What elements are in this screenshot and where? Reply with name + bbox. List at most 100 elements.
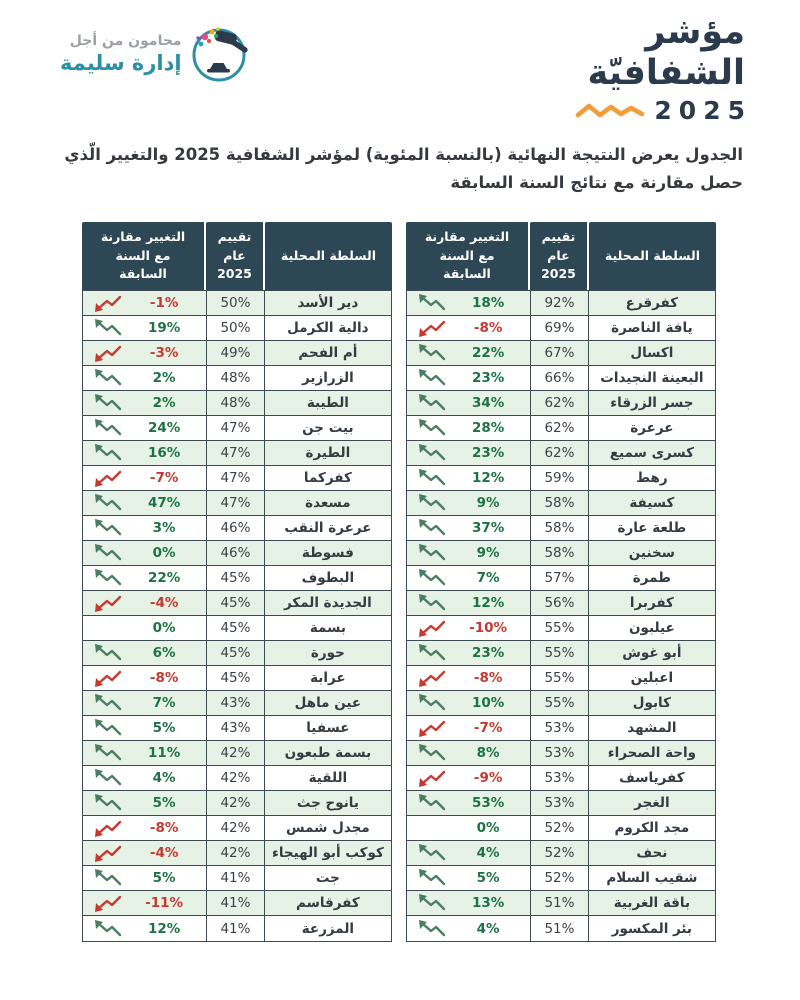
rating-value: 55% [530, 666, 589, 690]
change-value: 4% [476, 845, 500, 861]
change-value: -8% [473, 670, 503, 686]
authority-name: طمرة [632, 570, 671, 586]
trend-down-icon [419, 720, 446, 737]
authority-name: البعينة النجيدات [600, 370, 704, 386]
rating-value: 52% [530, 841, 589, 865]
authority-name: عين ماهل [294, 695, 362, 711]
change-value: -10% [469, 620, 508, 636]
change-value: 3% [152, 520, 176, 536]
rating-value: 48% [206, 366, 265, 390]
change-cell: 0% [83, 616, 206, 640]
change-cell: -4% [83, 841, 206, 865]
change-value: -8% [473, 320, 503, 336]
rating-value: 51% [530, 891, 589, 915]
authority-name: مجدل شمس [286, 820, 370, 836]
trend-down-icon [419, 320, 446, 337]
authority-name: المشهد [627, 720, 677, 736]
trend-up-icon [95, 769, 122, 786]
authority-name: عيلبون [629, 620, 675, 636]
table-row: يانوح جث 42% 5% [83, 791, 391, 816]
authority-name: عرابة [310, 670, 346, 686]
authority-name: طلعة عارة [617, 520, 687, 536]
trend-up-icon [419, 494, 446, 511]
change-value: 53% [471, 795, 505, 811]
table-row: جت 41% 5% [83, 866, 391, 891]
table-header: السلطة المحلية تقييم عام 2025 التغيير مق… [82, 222, 392, 290]
rating-value: 45% [206, 666, 265, 690]
change-value: -7% [473, 720, 503, 736]
change-cell: 22% [407, 341, 530, 365]
change-value: 23% [471, 370, 505, 386]
change-value: 5% [152, 720, 176, 736]
table-row: عسفيا 43% 5% [83, 716, 391, 741]
table-row: نحف 52% 4% [407, 841, 715, 866]
trend-down-icon [419, 770, 446, 787]
trend-up-icon [419, 794, 446, 811]
rating-value: 62% [530, 416, 589, 440]
rating-value: 92% [530, 291, 589, 315]
authority-name: سخنين [628, 545, 675, 561]
change-value: 0% [152, 620, 176, 636]
authority-name: حورة [310, 645, 345, 661]
change-cell: 4% [83, 766, 206, 790]
rating-value: 50% [206, 316, 265, 340]
change-cell: 19% [83, 316, 206, 340]
rating-value: 53% [530, 766, 589, 790]
table-row: فسوطة 46% 0% [83, 541, 391, 566]
brand-year: 2025 [654, 96, 752, 126]
authority-name: عرعرة [630, 420, 674, 436]
rating-value: 58% [530, 491, 589, 515]
authority-name: أبو غوش [622, 645, 682, 661]
change-value: 2% [152, 395, 176, 411]
rating-value: 58% [530, 541, 589, 565]
authority-name: بسمة [309, 620, 346, 636]
rating-value: 49% [206, 341, 265, 365]
brand-title-line2: الشفافيّة [587, 52, 745, 93]
change-value: 24% [147, 420, 181, 436]
rating-value: 45% [206, 591, 265, 615]
table-row: بئر المكسور 51% 4% [407, 916, 715, 941]
rating-value: 67% [530, 341, 589, 365]
change-cell: 12% [407, 591, 530, 615]
table-row: دير الأسد 50% -1% [83, 291, 391, 316]
change-value: 8% [476, 745, 500, 761]
trend-up-icon [95, 869, 122, 886]
change-cell: 3% [83, 516, 206, 540]
change-cell: -8% [83, 666, 206, 690]
brand-year-row: 2025 [575, 96, 745, 125]
logo: محامون من أجل إدارة سليمة [60, 24, 249, 84]
change-value: 18% [471, 295, 505, 311]
table-row: كفرقاسم 41% -11% [83, 891, 391, 916]
table-row: بسمة طبعون 42% 11% [83, 741, 391, 766]
rating-value: 66% [530, 366, 589, 390]
authority-name: اكسال [630, 345, 674, 361]
table-row: دالية الكرمل 50% 19% [83, 316, 391, 341]
change-value: 16% [147, 445, 181, 461]
change-value: 0% [476, 820, 500, 836]
change-value: -3% [149, 345, 179, 361]
trend-up-icon [419, 694, 446, 711]
table-row: مجدل شمس 42% -8% [83, 816, 391, 841]
table-row: كفرقرع 92% 18% [407, 291, 715, 316]
trend-up-icon [419, 469, 446, 486]
authority-name: دالية الكرمل [287, 320, 369, 336]
change-cell: -4% [83, 591, 206, 615]
change-value: 9% [476, 495, 500, 511]
rating-value: 42% [206, 791, 265, 815]
trend-up-icon [95, 369, 122, 386]
change-value: -9% [473, 770, 503, 786]
change-cell: 23% [407, 641, 530, 665]
table-row: مسعدة 47% 47% [83, 491, 391, 516]
authority-name: البطوف [301, 570, 355, 586]
change-value: 47% [147, 495, 181, 511]
rating-value: 48% [206, 391, 265, 415]
change-value: -8% [149, 820, 179, 836]
change-value: 23% [471, 445, 505, 461]
authority-name: باقة الغربية [613, 895, 691, 911]
change-value: 22% [147, 570, 181, 586]
trend-down-icon [95, 670, 122, 687]
change-cell: 24% [83, 416, 206, 440]
paint-splash-icon [195, 27, 220, 47]
col-header-rating: تقييم عام 2025 [530, 222, 589, 290]
trend-up-icon [419, 744, 446, 761]
